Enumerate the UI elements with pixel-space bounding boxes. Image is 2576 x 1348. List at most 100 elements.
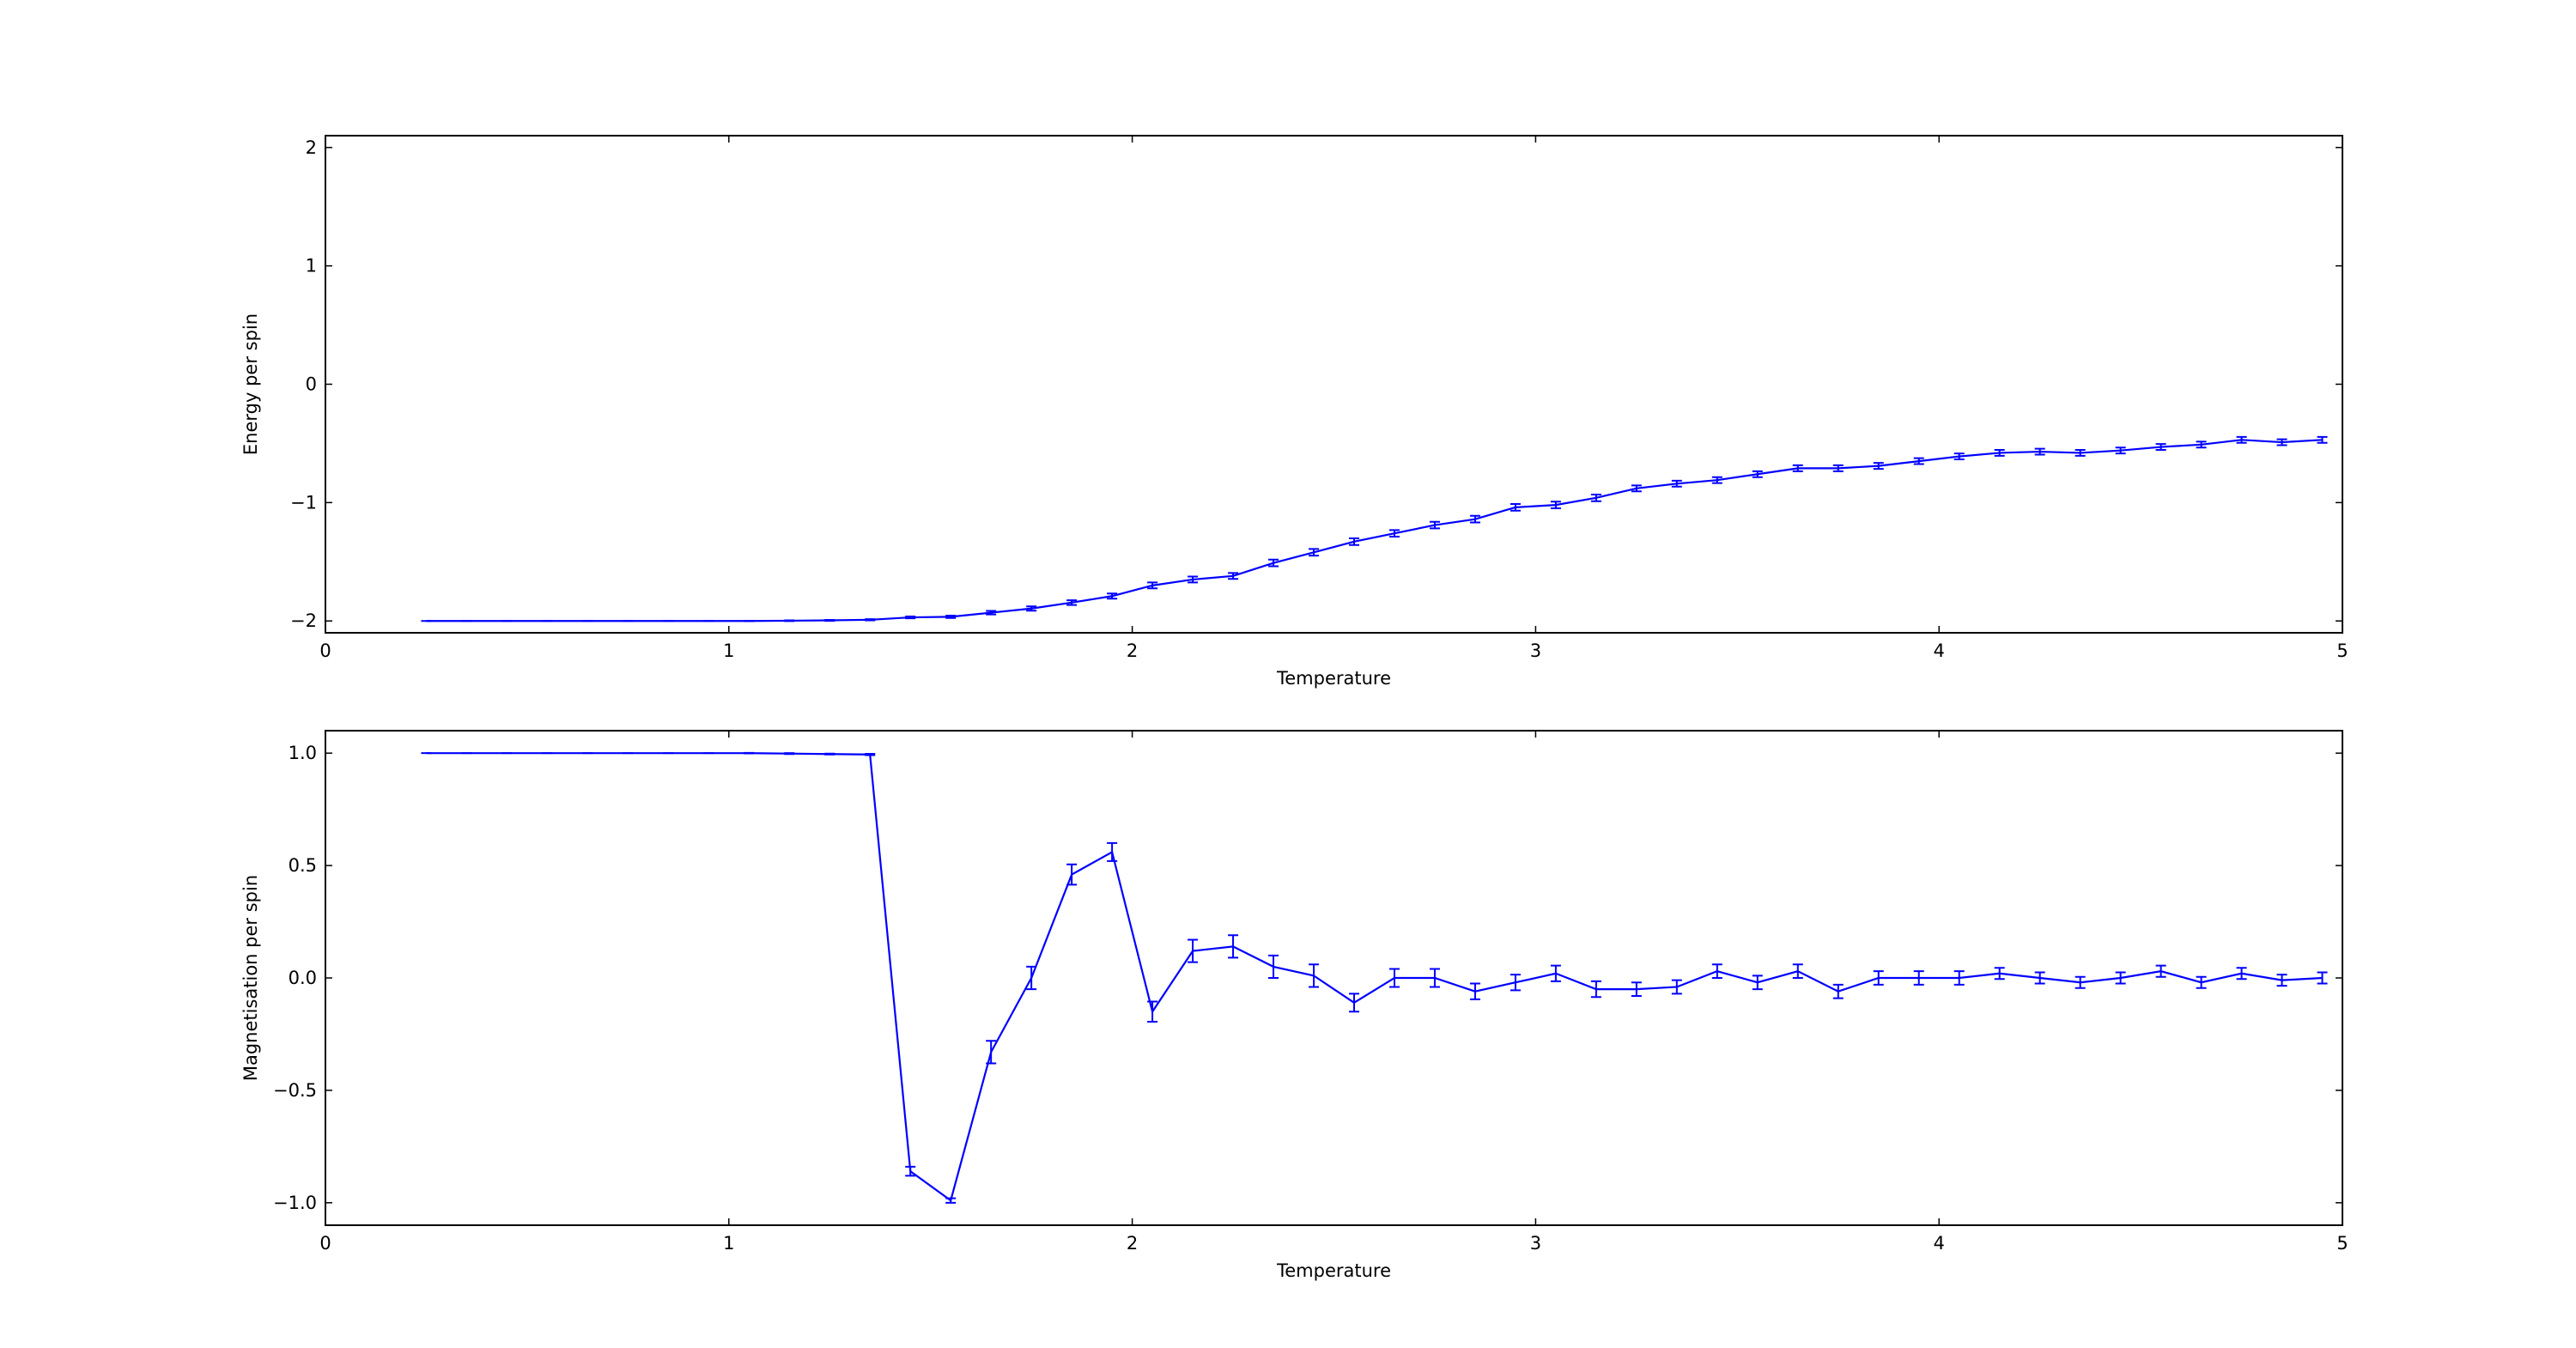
- error-bar: [2155, 443, 2166, 452]
- x-tick-label: 0: [319, 641, 331, 661]
- error-bar: [2115, 971, 2126, 985]
- x-tick-label: 4: [1934, 1233, 1945, 1254]
- x-tick-label: 1: [723, 1233, 734, 1254]
- x-tick-label: 2: [1127, 641, 1138, 661]
- error-bar: [2196, 440, 2207, 449]
- error-bar: [1309, 548, 1320, 557]
- error-bar: [2115, 446, 2126, 455]
- error-bar: [784, 619, 795, 622]
- error-bar: [1873, 970, 1884, 986]
- error-bar: [1994, 967, 2005, 981]
- error-bar: [1792, 963, 1803, 979]
- error-bar: [1711, 963, 1722, 979]
- error-bar: [1994, 449, 2005, 457]
- error-bar: [1268, 954, 1279, 979]
- error-bar: [1550, 501, 1561, 509]
- error-bar: [1832, 983, 1844, 999]
- error-bar: [1671, 479, 1682, 488]
- x-tick-label: 2: [1127, 1233, 1138, 1254]
- x-tick-label: 3: [1530, 641, 1541, 661]
- y-axis-label: Energy per spin: [240, 313, 261, 455]
- error-bar: [1348, 537, 1359, 546]
- y-tick-label: −1: [290, 492, 317, 513]
- error-bar: [2196, 975, 2207, 989]
- error-bar: [1631, 981, 1642, 997]
- error-bar: [1107, 592, 1118, 600]
- error-bar: [824, 618, 835, 622]
- error-bar: [1510, 503, 1521, 512]
- error-bar: [865, 618, 876, 622]
- error-bar: [1388, 529, 1400, 538]
- error-bar: [2276, 974, 2287, 987]
- error-bar: [1188, 938, 1199, 963]
- error-bar: [1671, 979, 1682, 995]
- error-bar: [1388, 968, 1400, 988]
- y-tick-label: −0.5: [273, 1080, 317, 1101]
- y-tick-label: −2: [290, 610, 317, 631]
- error-bar: [1348, 993, 1359, 1013]
- x-tick-label: 5: [2336, 641, 2348, 661]
- error-bar: [1752, 470, 1763, 478]
- error-bar: [744, 619, 755, 622]
- error-bar: [1913, 970, 1924, 986]
- error-bar: [2034, 971, 2045, 985]
- error-bar: [1268, 558, 1279, 568]
- error-bar: [1792, 464, 1803, 472]
- error-bar: [1309, 963, 1320, 988]
- error-bar: [905, 615, 916, 620]
- error-bar: [1228, 934, 1239, 959]
- error-bar: [1469, 982, 1480, 1000]
- x-tick-label: 1: [723, 641, 734, 661]
- y-tick-label: 1: [306, 256, 317, 276]
- x-tick-label: 5: [2336, 1233, 2348, 1254]
- error-bar: [824, 752, 835, 756]
- error-bar: [1228, 572, 1239, 580]
- error-bar: [1147, 581, 1158, 590]
- data-line: [426, 439, 2323, 622]
- error-bar: [1469, 514, 1480, 524]
- error-bar: [1590, 493, 1601, 502]
- axes-frame: [325, 135, 2343, 634]
- error-bar: [905, 1165, 916, 1177]
- error-bar: [2236, 967, 2247, 981]
- error-bar: [2075, 975, 2086, 989]
- error-bar: [986, 610, 997, 616]
- error-bar: [1953, 970, 1965, 986]
- error-bar: [1631, 484, 1642, 493]
- error-bar: [2317, 971, 2328, 985]
- error-bar: [1913, 457, 1924, 465]
- y-tick-label: 0.5: [289, 855, 317, 876]
- error-bar: [2034, 447, 2045, 456]
- error-bar: [2155, 964, 2166, 978]
- error-bar: [1026, 965, 1037, 991]
- y-tick-label: 2: [306, 137, 317, 158]
- error-bar: [1066, 599, 1078, 606]
- error-bar: [784, 752, 795, 756]
- error-bar: [2236, 435, 2247, 444]
- error-bar: [1953, 452, 1965, 461]
- error-bar: [1066, 863, 1078, 886]
- y-tick-label: 1.0: [289, 743, 317, 763]
- error-bar: [1429, 968, 1440, 988]
- x-tick-label: 4: [1934, 641, 1945, 661]
- error-bar: [1752, 975, 1763, 991]
- error-bar: [1510, 974, 1521, 992]
- error-bar: [1147, 1000, 1158, 1023]
- y-tick-label: −1.0: [273, 1193, 317, 1213]
- y-axis-label: Magnetisation per spin: [240, 875, 261, 1081]
- x-axis-label: Temperature: [1276, 668, 1391, 689]
- data-line: [426, 752, 2323, 1203]
- error-bar: [1107, 841, 1118, 862]
- error-bar: [865, 752, 876, 756]
- error-bar: [945, 615, 957, 619]
- error-bar: [1188, 575, 1199, 584]
- error-bar: [986, 1040, 997, 1065]
- x-tick-label: 0: [319, 1233, 331, 1254]
- x-tick-label: 3: [1530, 1233, 1541, 1254]
- error-bar: [1550, 964, 1561, 982]
- error-bar: [2276, 438, 2287, 446]
- error-bar: [2075, 449, 2086, 457]
- error-bar: [1026, 605, 1037, 612]
- error-bar: [1832, 464, 1844, 472]
